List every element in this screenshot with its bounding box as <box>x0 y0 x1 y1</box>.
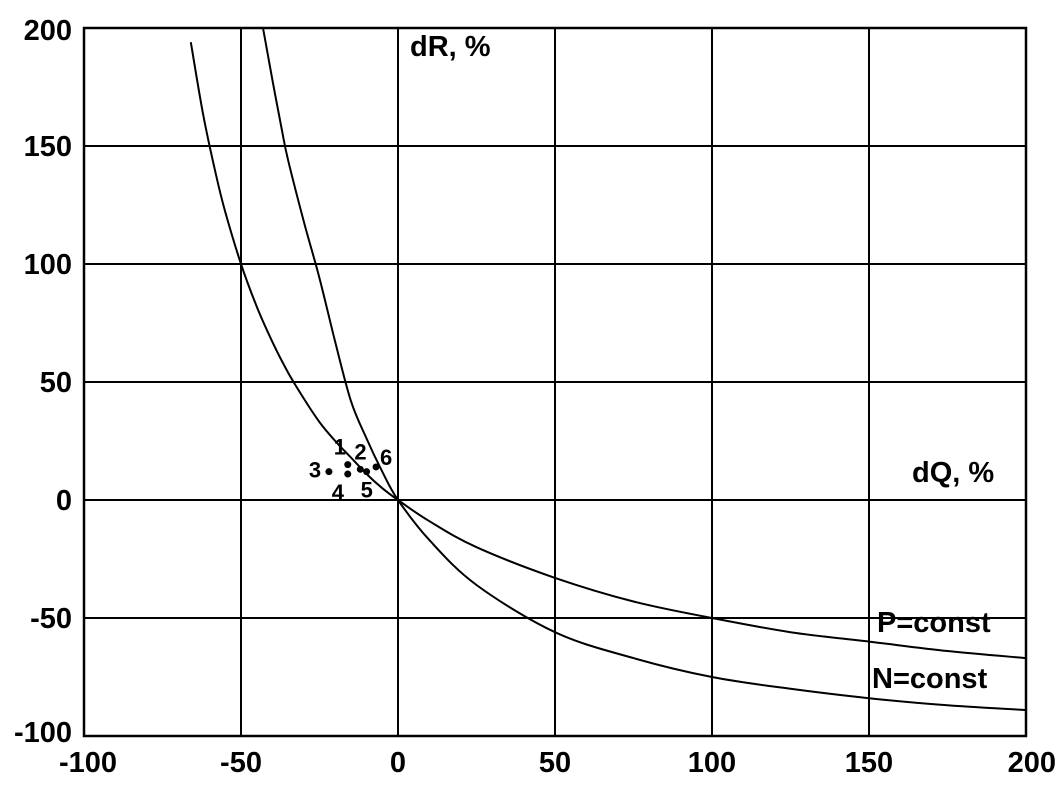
y-tick-label: 50 <box>40 367 72 399</box>
plot-frame <box>82 26 1028 738</box>
x-axis-label: dQ, % <box>912 457 994 489</box>
y-axis-label: dR, % <box>410 31 491 63</box>
x-tick-label: 200 <box>1008 747 1056 779</box>
x-tick-label: 50 <box>539 747 571 779</box>
y-tick-label: 100 <box>24 249 72 281</box>
data-point <box>344 461 352 469</box>
y-tick-label: -50 <box>30 603 72 635</box>
data-point <box>372 463 380 471</box>
point-label: 1 <box>334 435 346 460</box>
grid <box>82 26 1028 738</box>
data-point <box>325 468 333 476</box>
point-label: 4 <box>332 480 345 505</box>
y-tick-label: 150 <box>24 131 72 163</box>
data-point <box>363 468 371 476</box>
point-label: 5 <box>361 478 373 503</box>
x-tick-label: 150 <box>845 747 893 779</box>
point-label: 3 <box>309 458 321 483</box>
series-line-p-const <box>189 42 1027 660</box>
data-point <box>344 470 352 478</box>
point-label: 2 <box>354 439 366 464</box>
series-label-p-const: P=const <box>877 607 991 639</box>
x-tick-label: 100 <box>688 747 736 779</box>
y-tick-label: 0 <box>56 485 72 517</box>
x-tick-label: -50 <box>220 747 262 779</box>
x-tick-label: -100 <box>59 747 117 779</box>
series-line-n-const <box>262 27 1027 711</box>
tick-labels: -100 -50 0 50 100 150 200 200 150 100 50 0 -50 -100 <box>14 15 1056 779</box>
x-tick-label: 0 <box>390 747 406 779</box>
y-tick-label: -100 <box>14 717 72 749</box>
data-points: 1 2 34 56 <box>309 435 392 505</box>
point-label: 6 <box>380 445 392 470</box>
series-label-n-const: N=const <box>872 663 988 695</box>
y-tick-label: 200 <box>24 15 72 47</box>
data-point <box>356 465 364 473</box>
